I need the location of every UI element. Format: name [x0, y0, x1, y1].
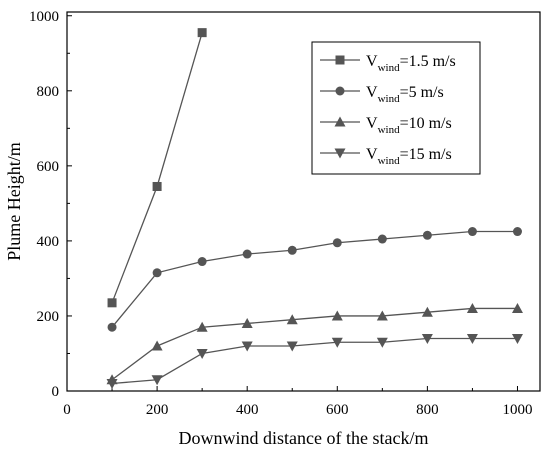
- data-point: [466, 302, 478, 313]
- legend-entry: Vwind=1.5 m/s: [320, 53, 456, 74]
- x-tick-label: 800: [416, 402, 439, 418]
- legend-marker: [335, 86, 345, 96]
- legend-entry: Vwind=10 m/s: [320, 115, 452, 136]
- data-point: [331, 310, 343, 321]
- data-point: [151, 375, 163, 386]
- legend-label: Vwind=15 m/s: [366, 146, 452, 167]
- data-point: [241, 341, 253, 352]
- y-tick-label: 200: [37, 309, 60, 325]
- legend-marker: [334, 116, 346, 127]
- series-line: [111, 32, 203, 304]
- series-layer: [106, 28, 523, 389]
- legend: Vwind=1.5 m/s Vwind=5 m/s Vwind=10 m/s Vwin…: [311, 41, 481, 175]
- y-tick-label: 800: [37, 84, 60, 100]
- data-point: [376, 337, 388, 348]
- data-point: [106, 378, 118, 389]
- y-tick-label: 400: [37, 234, 60, 250]
- x-tick-label: 1000: [502, 402, 532, 418]
- data-point: [241, 317, 253, 328]
- data-point: [151, 340, 163, 351]
- data-point: [332, 238, 342, 248]
- data-point: [331, 337, 343, 348]
- x-axis-title: Downwind distance of the stack/m: [179, 428, 429, 448]
- data-point: [421, 306, 433, 317]
- data-point: [512, 227, 522, 237]
- y-tick-label: 600: [37, 159, 60, 175]
- data-point: [467, 227, 477, 237]
- series-line: [111, 337, 518, 385]
- x-tick-label: 600: [326, 402, 349, 418]
- data-point: [197, 257, 207, 267]
- series-1: [107, 28, 207, 308]
- data-point: [197, 28, 207, 38]
- plot-frame: [66, 11, 541, 392]
- x-tick-label: 400: [236, 402, 259, 418]
- data-point: [152, 268, 162, 278]
- data-point: [511, 302, 523, 313]
- data-point: [152, 181, 162, 191]
- x-tick-label: 200: [146, 402, 169, 418]
- series-3: [106, 302, 523, 385]
- data-point: [286, 314, 298, 325]
- y-tick-label: 0: [52, 384, 60, 400]
- data-point: [196, 348, 208, 359]
- data-point: [511, 333, 523, 344]
- legend-entry: Vwind=15 m/s: [320, 146, 452, 167]
- data-point: [286, 341, 298, 352]
- data-point: [377, 234, 387, 244]
- legend-label: Vwind=10 m/s: [366, 115, 452, 136]
- y-tick-label: 1000: [29, 9, 59, 25]
- legend-marker: [335, 55, 345, 65]
- axes: 0 200 400 600 800 1000 0 200 400 600 800 1000: [29, 9, 541, 418]
- series-line: [111, 230, 518, 328]
- data-point: [376, 310, 388, 321]
- data-point: [242, 249, 252, 259]
- data-point: [421, 333, 433, 344]
- legend-marker: [334, 148, 346, 159]
- series-line: [111, 307, 518, 381]
- legend-label: Vwind=1.5 m/s: [366, 53, 456, 74]
- x-tick-label: 0: [63, 402, 71, 418]
- legend-label: Vwind=5 m/s: [366, 84, 444, 105]
- data-point: [287, 245, 297, 255]
- legend-entry: Vwind=5 m/s: [320, 84, 444, 105]
- data-point: [196, 321, 208, 332]
- data-point: [107, 298, 117, 308]
- data-point: [107, 322, 117, 332]
- series-4: [106, 333, 523, 389]
- y-axis-title: Plume Height/m: [4, 142, 24, 261]
- data-point: [466, 333, 478, 344]
- data-point: [422, 230, 432, 240]
- series-2: [107, 227, 522, 332]
